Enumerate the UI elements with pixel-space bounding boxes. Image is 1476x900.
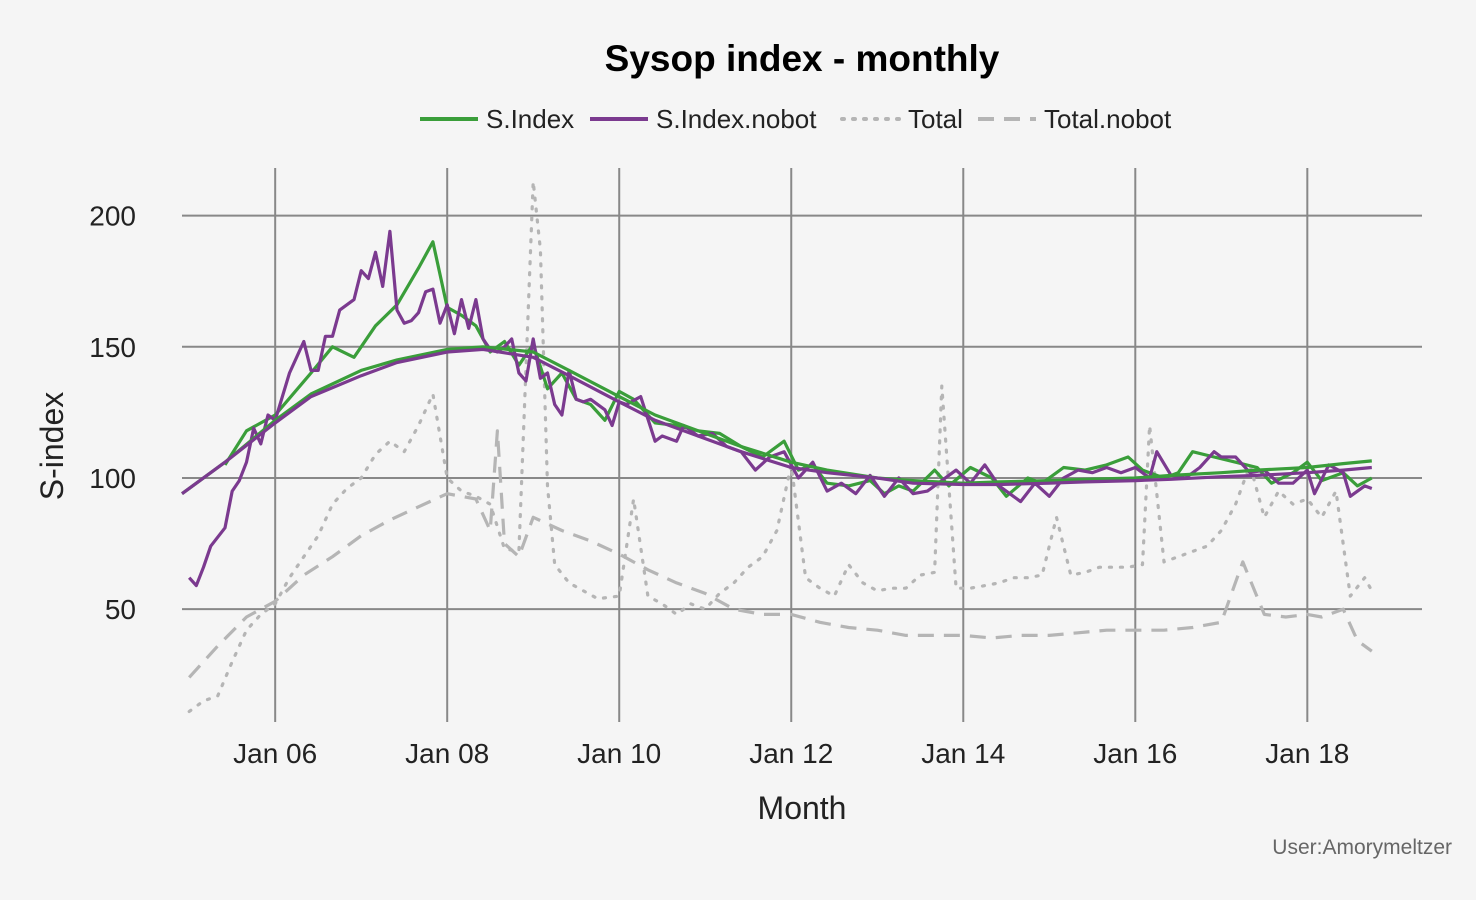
series-line-s-index — [223, 240, 1373, 498]
y-tick-label: 100 — [89, 463, 136, 494]
y-tick-label: 150 — [89, 332, 136, 363]
x-tick-label: Jan 06 — [233, 738, 317, 769]
series-line-total — [187, 179, 1374, 714]
legend: S.Index S.Index.nobot Total Total.nobot — [420, 104, 1172, 134]
x-tick-label: Jan 08 — [405, 738, 489, 769]
series-layer — [181, 179, 1374, 714]
ticks: 50 100 150 200 Jan 06 Jan 08 Jan 10 Jan 12 Jan 1… — [89, 201, 1349, 769]
x-tick-label: Jan 16 — [1093, 738, 1177, 769]
legend-label: S.Index.nobot — [656, 104, 817, 134]
series-line-s-index-nobot — [188, 229, 1373, 588]
series-line-s-index-trend — [181, 345, 1372, 495]
legend-label: Total.nobot — [1044, 104, 1172, 134]
y-axis-title: S-index — [34, 392, 70, 501]
x-tick-label: Jan 10 — [577, 738, 661, 769]
chart-title: Sysop index - monthly — [605, 38, 1000, 79]
legend-label: S.Index — [486, 104, 574, 134]
x-tick-label: Jan 14 — [921, 738, 1005, 769]
series-line-s-index-nobot-trend — [181, 347, 1372, 495]
x-axis-title: Month — [758, 790, 847, 826]
legend-label: Total — [908, 104, 963, 134]
x-tick-label: Jan 18 — [1265, 738, 1349, 769]
series-line-total-nobot — [188, 429, 1373, 679]
y-tick-label: 50 — [105, 594, 136, 625]
grid — [182, 168, 1422, 722]
caption: User:Amorymeltzer — [1272, 836, 1452, 859]
x-tick-label: Jan 12 — [749, 738, 833, 769]
y-tick-label: 200 — [89, 201, 136, 232]
